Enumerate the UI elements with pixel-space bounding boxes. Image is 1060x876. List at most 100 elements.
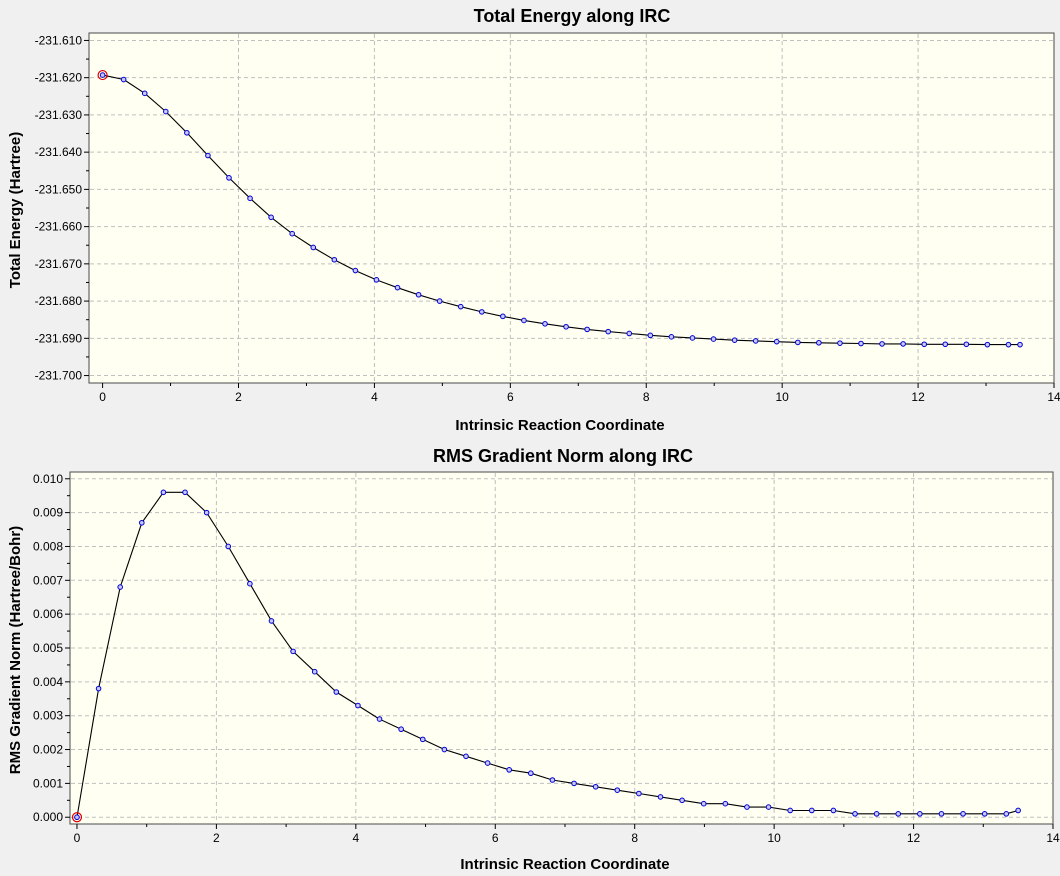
energy-data-point[interactable]: [141, 90, 148, 97]
energy-data-point[interactable]: [268, 214, 274, 221]
energy-data-point[interactable]: [668, 334, 675, 340]
gradient-data-point[interactable]: [74, 814, 80, 821]
energy-data-point[interactable]: [942, 341, 949, 348]
energy-data-point[interactable]: [584, 326, 590, 333]
energy-data-point[interactable]: [879, 341, 885, 347]
gradient-data-point[interactable]: [506, 767, 513, 773]
energy-data-point[interactable]: [963, 341, 970, 348]
energy-data-point[interactable]: [984, 341, 991, 348]
gradient-data-point[interactable]: [981, 811, 988, 817]
gradient-data-point[interactable]: [441, 746, 448, 753]
gradient-data-point[interactable]: [938, 811, 945, 817]
energy-data-point[interactable]: [120, 76, 127, 83]
gradient-data-point[interactable]: [225, 543, 232, 550]
gradient-data-point[interactable]: [463, 753, 469, 760]
energy-data-point[interactable]: [162, 108, 169, 115]
gradient-data-point[interactable]: [787, 807, 793, 814]
energy-data-point[interactable]: [289, 230, 295, 237]
gradient-data-point[interactable]: [398, 726, 404, 733]
gradient-data-point[interactable]: [808, 807, 815, 814]
energy-data-point[interactable]: [205, 152, 211, 159]
energy-data-point[interactable]: [837, 340, 843, 346]
gradient-data-point[interactable]: [182, 489, 188, 496]
energy-y-tick-label: -231.670: [35, 257, 83, 271]
energy-data-point[interactable]: [752, 338, 759, 344]
energy-data-point[interactable]: [373, 277, 380, 283]
gradient-data-point[interactable]: [247, 580, 253, 587]
gradient-chart: RMS Gradient Norm along IRC 0 2 4 6 8 10 12 140…: [7, 446, 1060, 873]
energy-data-point[interactable]: [542, 320, 548, 327]
gradient-x-tick-label: 10: [767, 831, 781, 845]
gradient-data-point[interactable]: [549, 777, 556, 783]
gradient-data-point[interactable]: [311, 668, 318, 675]
energy-data-point[interactable]: [457, 303, 464, 310]
gradient-data-point[interactable]: [333, 689, 340, 695]
energy-data-point[interactable]: [521, 317, 527, 324]
gradient-data-point[interactable]: [852, 811, 858, 817]
gradient-data-point[interactable]: [592, 783, 599, 790]
energy-data-point[interactable]: [689, 335, 696, 341]
energy-data-point[interactable]: [921, 341, 928, 348]
energy-data-point[interactable]: [184, 129, 190, 136]
energy-data-point[interactable]: [731, 337, 738, 343]
gradient-y-tick-label: 0.002: [33, 743, 63, 757]
gradient-data-point[interactable]: [1015, 807, 1021, 814]
energy-data-point[interactable]: [415, 291, 422, 298]
energy-data-point[interactable]: [1005, 341, 1012, 348]
gradient-data-point[interactable]: [830, 807, 837, 814]
energy-data-point[interactable]: [647, 332, 654, 339]
energy-data-point[interactable]: [331, 256, 338, 263]
gradient-data-point[interactable]: [895, 811, 902, 817]
energy-data-point[interactable]: [436, 298, 443, 304]
energy-data-point[interactable]: [626, 330, 633, 337]
gradient-data-point[interactable]: [744, 804, 750, 810]
gradient-y-tick-label: 0.006: [33, 607, 63, 621]
gradient-data-point[interactable]: [722, 800, 729, 807]
gradient-data-point[interactable]: [636, 790, 642, 797]
gradient-data-point[interactable]: [117, 584, 123, 590]
gradient-data-point[interactable]: [290, 648, 296, 655]
energy-data-point[interactable]: [310, 244, 317, 251]
energy-data-point[interactable]: [478, 309, 485, 315]
gradient-data-point[interactable]: [419, 736, 426, 743]
gradient-data-point[interactable]: [139, 519, 145, 526]
energy-data-point[interactable]: [858, 340, 864, 347]
gradient-y-axis-label: RMS Gradient Norm (Hartree/Bohr): [7, 526, 24, 774]
energy-chart-title: Total Energy along IRC: [474, 6, 671, 26]
gradient-data-point[interactable]: [571, 780, 577, 787]
gradient-data-point[interactable]: [960, 811, 966, 817]
energy-data-point[interactable]: [773, 338, 780, 345]
energy-data-point[interactable]: [816, 339, 822, 346]
gradient-data-point[interactable]: [679, 797, 685, 804]
gradient-data-point[interactable]: [765, 804, 772, 810]
energy-data-point[interactable]: [352, 267, 359, 274]
energy-data-point[interactable]: [710, 336, 717, 342]
gradient-data-point[interactable]: [160, 489, 167, 496]
gradient-data-point[interactable]: [484, 760, 491, 766]
energy-data-point[interactable]: [605, 328, 611, 335]
gradient-data-point[interactable]: [1003, 811, 1010, 817]
gradient-data-point[interactable]: [657, 794, 664, 800]
energy-y-tick-label: -231.630: [35, 108, 83, 122]
energy-data-point[interactable]: [900, 341, 906, 347]
energy-data-point[interactable]: [500, 313, 506, 320]
energy-data-point[interactable]: [394, 284, 401, 291]
gradient-data-point[interactable]: [700, 800, 707, 807]
energy-data-point[interactable]: [247, 195, 253, 202]
gradient-data-point[interactable]: [528, 770, 534, 777]
energy-data-point[interactable]: [226, 175, 232, 181]
gradient-data-point[interactable]: [355, 702, 361, 709]
gradient-data-point[interactable]: [95, 685, 102, 692]
gradient-data-point[interactable]: [376, 716, 383, 722]
energy-data-point[interactable]: [794, 339, 801, 346]
gradient-data-point[interactable]: [917, 811, 923, 817]
gradient-data-point[interactable]: [203, 509, 210, 516]
gradient-data-point[interactable]: [873, 811, 880, 817]
energy-data-point[interactable]: [563, 323, 569, 330]
gradient-data-point[interactable]: [614, 787, 621, 793]
energy-data-point[interactable]: [99, 72, 106, 78]
energy-data-point[interactable]: [1017, 341, 1023, 348]
gradient-data-point[interactable]: [268, 618, 275, 624]
gradient-y-tick-label: 0.001: [33, 776, 63, 790]
